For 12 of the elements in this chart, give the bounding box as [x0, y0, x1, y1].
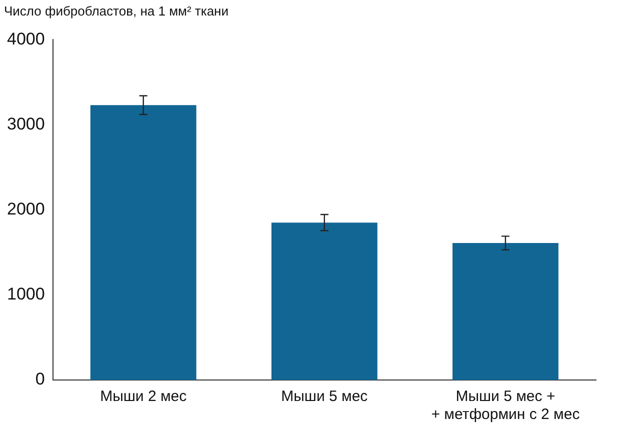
- y-tick-label: 0: [35, 370, 45, 389]
- y-tick-label: 1000: [6, 284, 45, 304]
- x-tick-label: Мыши 2 мес: [100, 388, 188, 406]
- x-tick-label: Мыши 5 мес + + метформин с 2 мес: [431, 388, 580, 424]
- bar: [90, 105, 196, 380]
- y-tick-label: 2000: [6, 199, 45, 218]
- y-axis-title: Число фибробластов, на 1 мм² ткани: [4, 3, 228, 18]
- bar: [271, 222, 378, 380]
- x-tick-label: Мыши 5 мес: [281, 388, 368, 406]
- y-tick-label: 3000: [6, 114, 45, 134]
- y-tick-label: 4000: [6, 29, 45, 48]
- bar: [452, 242, 558, 380]
